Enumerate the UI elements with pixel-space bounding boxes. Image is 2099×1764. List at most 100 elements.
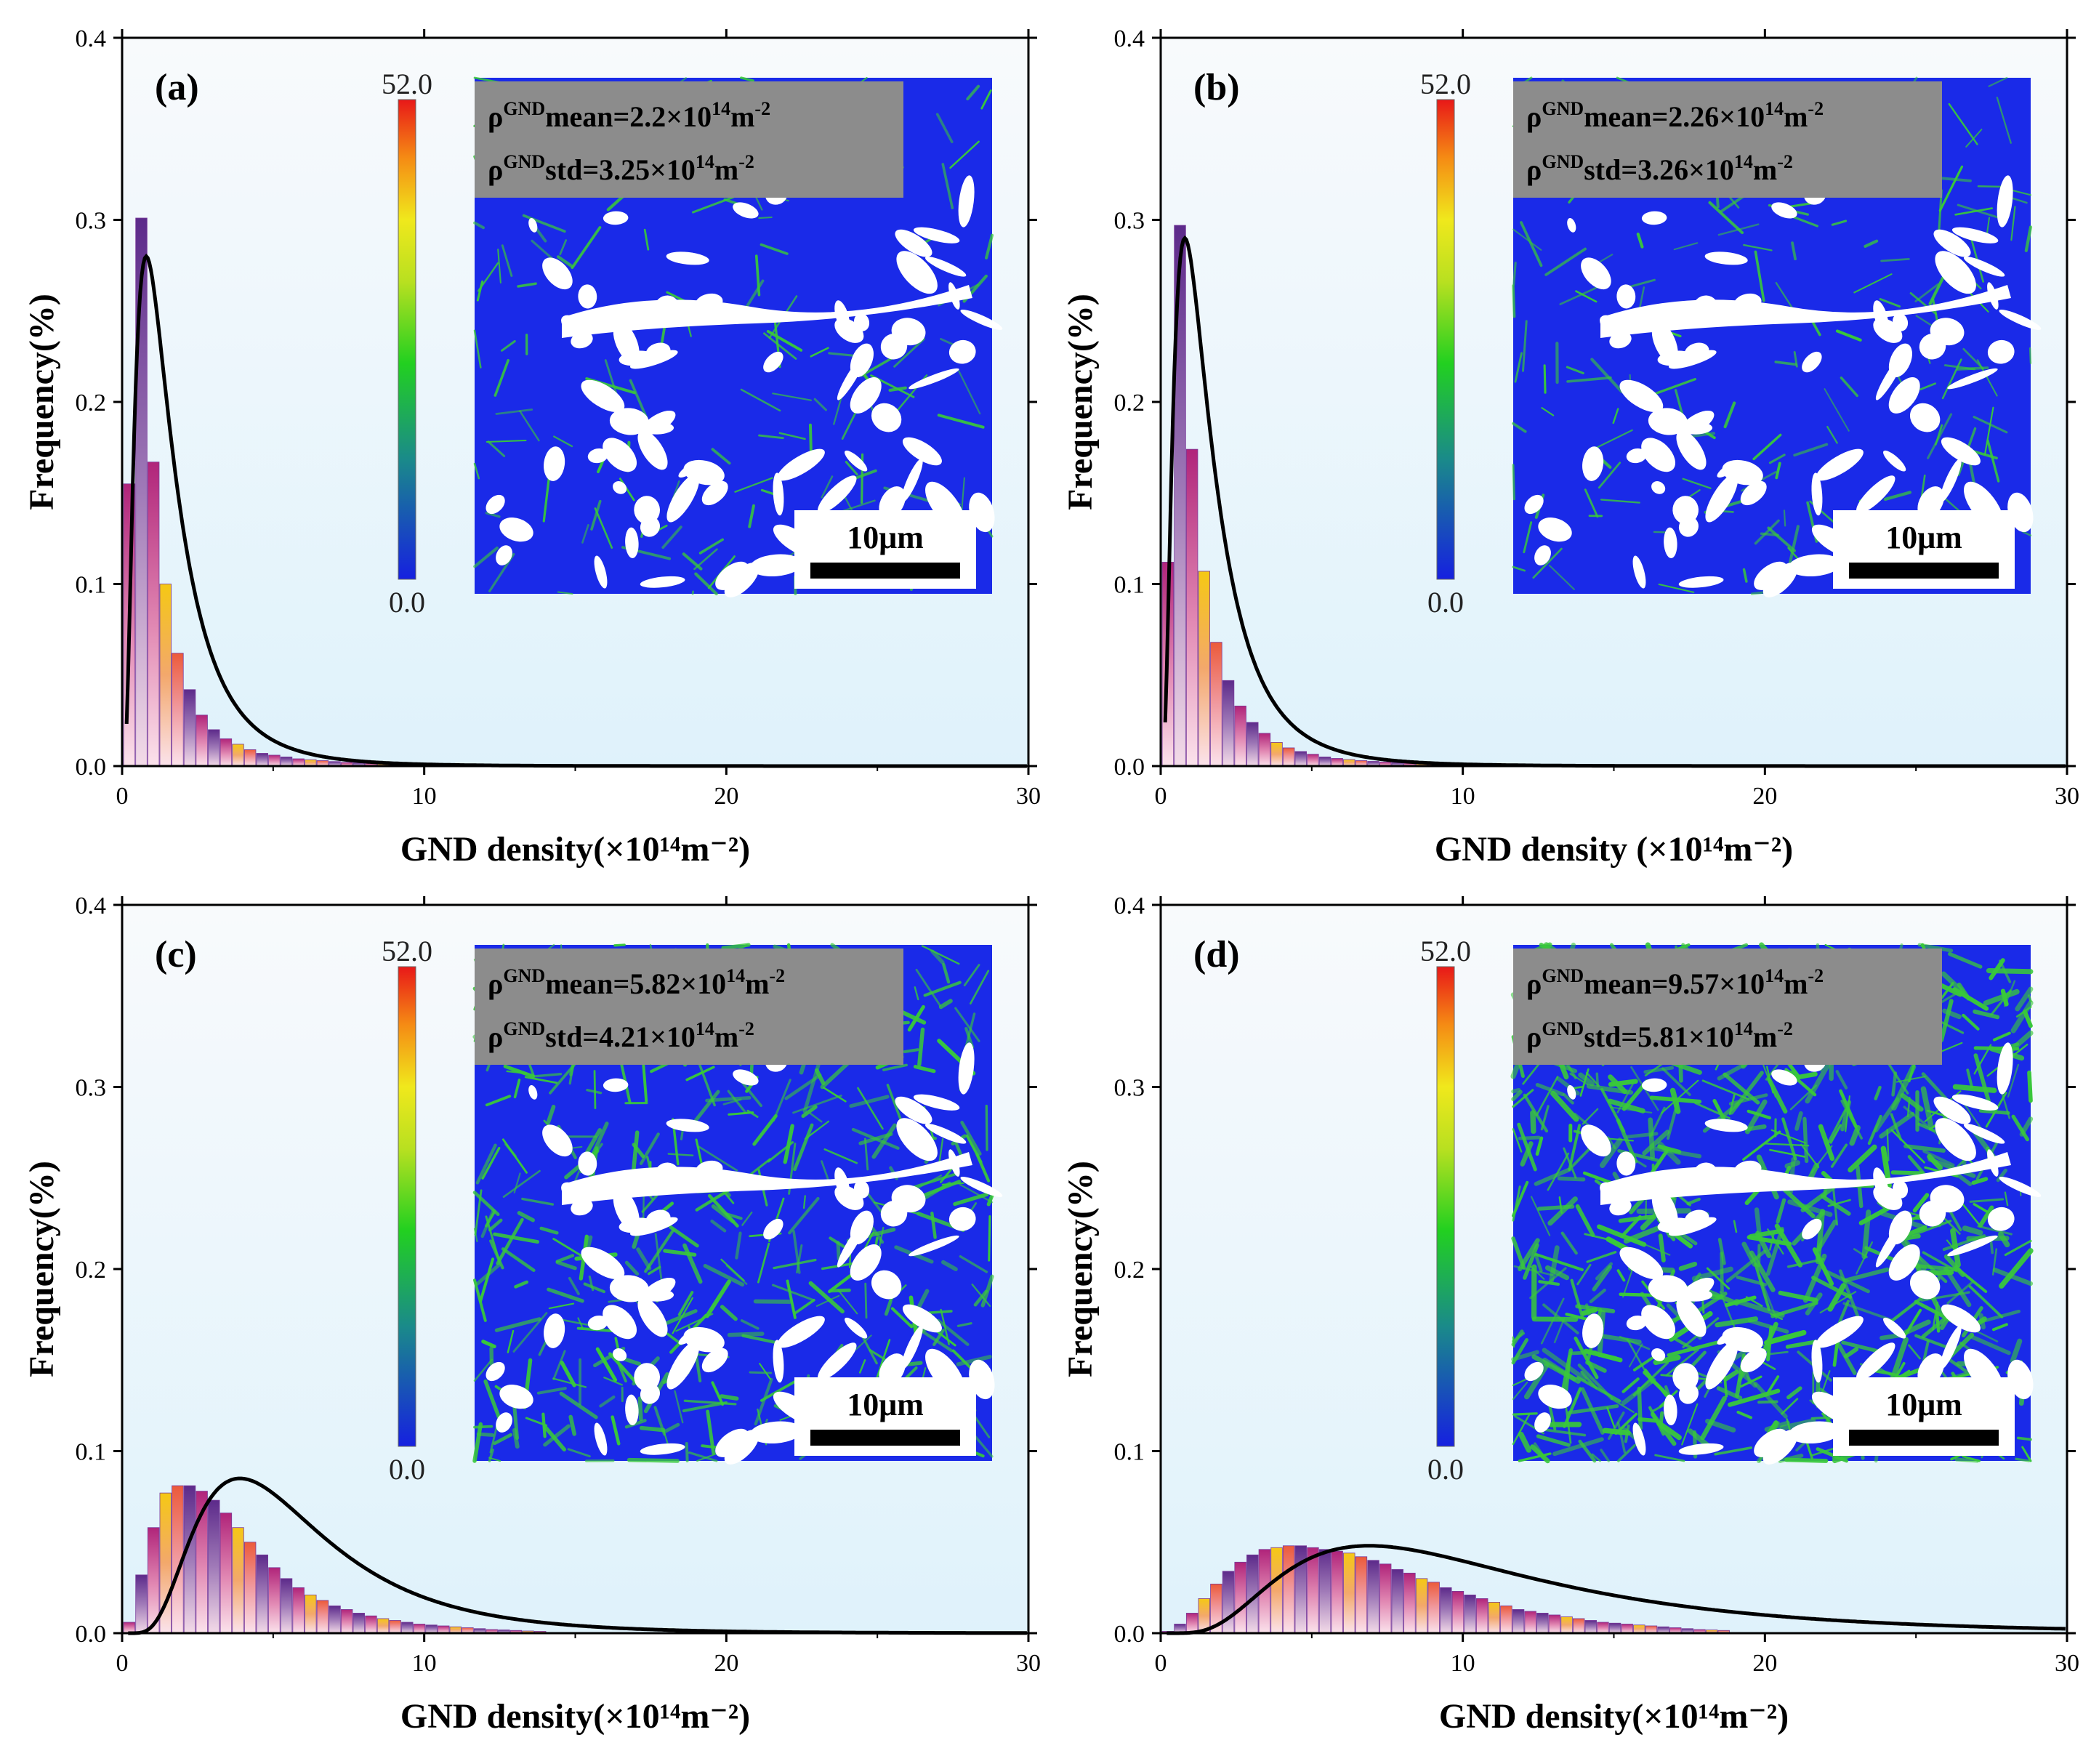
colorbar-max-label: 52.0 [382, 935, 432, 967]
y-tick-label: 0.1 [76, 1439, 107, 1466]
x-axis-title: GND density(×10¹⁴m⁻²) [400, 830, 750, 869]
scale-bar-label: 10μm [847, 1387, 924, 1422]
y-tick-label: 0.4 [1114, 893, 1145, 919]
histogram-bar [401, 1622, 413, 1633]
scale-bar [810, 1430, 960, 1446]
scale-bar [810, 563, 960, 579]
histogram-bar [1355, 1557, 1367, 1633]
histogram-bar [1416, 1579, 1427, 1633]
histogram-bar [257, 753, 268, 766]
histogram-bar [1319, 1550, 1331, 1633]
histogram-bar [1392, 1569, 1403, 1633]
x-tick-label: 30 [2055, 783, 2079, 810]
gnd-map-feature [1513, 286, 1515, 316]
scale-bar-label: 10μm [1885, 1387, 1962, 1422]
gnd-map-feature [1544, 366, 1545, 392]
panel-label: (d) [1193, 934, 1240, 975]
y-tick-label: 0.4 [76, 25, 107, 52]
histogram-bar [1222, 1571, 1234, 1633]
histogram-bar [341, 1609, 352, 1633]
gnd-map-feature [1559, 1178, 1583, 1179]
x-tick-label: 0 [1155, 1650, 1167, 1677]
histogram-bar [1573, 1619, 1584, 1633]
gnd-map-feature [1805, 1119, 1807, 1161]
gnd-map-feature [1513, 1337, 1514, 1347]
y-axis-title: Frequency(%) [23, 1161, 61, 1377]
histogram-bar [1440, 1587, 1451, 1633]
gnd-map-feature [1784, 510, 1785, 525]
gnd-map-feature [1533, 1113, 1534, 1131]
gnd-map-feature [1722, 1253, 1723, 1292]
histogram-bar [160, 584, 172, 767]
gnd-map-feature [831, 1290, 850, 1291]
scale-bar-label: 10μm [847, 520, 924, 555]
gnd-map-feature [1621, 1294, 1655, 1295]
histogram-bar [1271, 1547, 1283, 1633]
histogram-bar [1235, 706, 1246, 766]
histogram-bar [281, 757, 292, 766]
x-tick-label: 10 [412, 783, 437, 810]
histogram-bar [1259, 733, 1270, 766]
x-axis-title: GND density(×10¹⁴m⁻²) [1439, 1697, 1789, 1736]
gnd-map-feature [1539, 1207, 1573, 1209]
y-tick-label: 0.2 [1114, 390, 1145, 416]
histogram-bar [377, 1619, 389, 1633]
colorbar [1437, 967, 1454, 1446]
colorbar [398, 100, 416, 579]
scale-bar [1849, 1430, 1999, 1446]
y-tick-label: 0.3 [76, 1075, 107, 1102]
y-tick-label: 0.1 [1114, 572, 1145, 599]
x-tick-label: 30 [1016, 783, 1041, 810]
histogram-bar [269, 1568, 281, 1633]
histogram-bar [1561, 1616, 1573, 1633]
histogram-bar [317, 1600, 329, 1633]
histogram-bar [1368, 1560, 1379, 1633]
gnd-map-feature [2029, 996, 2031, 1001]
gnd-map-feature [1752, 592, 1762, 594]
histogram-bar [1634, 1625, 1645, 1633]
x-tick-label: 20 [714, 1650, 738, 1677]
histogram-bar [414, 1624, 425, 1633]
histogram-bar [244, 1542, 256, 1633]
histogram-bar [1343, 1553, 1355, 1633]
histogram-bar [329, 1606, 341, 1633]
histogram-bar [148, 462, 159, 766]
gnd-map-feature [838, 1243, 839, 1259]
x-tick-label: 20 [1752, 1650, 1777, 1677]
gnd-map-feature [2029, 1073, 2031, 1101]
gnd-map-feature [1513, 1090, 1519, 1092]
y-tick-label: 0.0 [76, 754, 107, 781]
histogram-bar [293, 759, 305, 766]
gnd-map-feature [1991, 1241, 1992, 1253]
histogram-bar [1379, 1564, 1391, 1633]
gnd-map-feature [759, 217, 772, 218]
x-axis-title: GND density(×10¹⁴m⁻²) [400, 1697, 750, 1736]
histogram-bar [1295, 752, 1307, 766]
histogram-bar [438, 1626, 449, 1633]
histogram-bar [1186, 1613, 1198, 1633]
panel-label: (a) [155, 67, 199, 108]
gnd-map-feature [2030, 348, 2031, 363]
gnd-map-feature [1597, 1074, 1598, 1086]
y-tick-label: 0.2 [1114, 1257, 1145, 1284]
x-tick-label: 30 [1016, 1650, 1041, 1677]
histogram-bar [1283, 748, 1294, 766]
histogram-bar [353, 1613, 365, 1633]
histogram-bar [1331, 758, 1343, 766]
histogram-bar [1598, 1622, 1609, 1633]
histogram-bar [1308, 754, 1319, 766]
x-axis-title: GND density (×10¹⁴m⁻²) [1435, 830, 1793, 869]
histogram-bar [305, 1595, 316, 1633]
histogram-bar [233, 744, 244, 766]
histogram-bar [208, 1500, 219, 1633]
histogram-bar [1525, 1611, 1536, 1633]
y-tick-label: 0.3 [1114, 208, 1145, 235]
histogram-bar [1549, 1615, 1560, 1633]
y-tick-label: 0.0 [1114, 754, 1145, 781]
histogram-bar [1476, 1598, 1488, 1633]
x-tick-label: 0 [116, 1650, 129, 1677]
gnd-map-feature [2018, 1438, 2031, 1439]
histogram-bar [1319, 757, 1331, 766]
